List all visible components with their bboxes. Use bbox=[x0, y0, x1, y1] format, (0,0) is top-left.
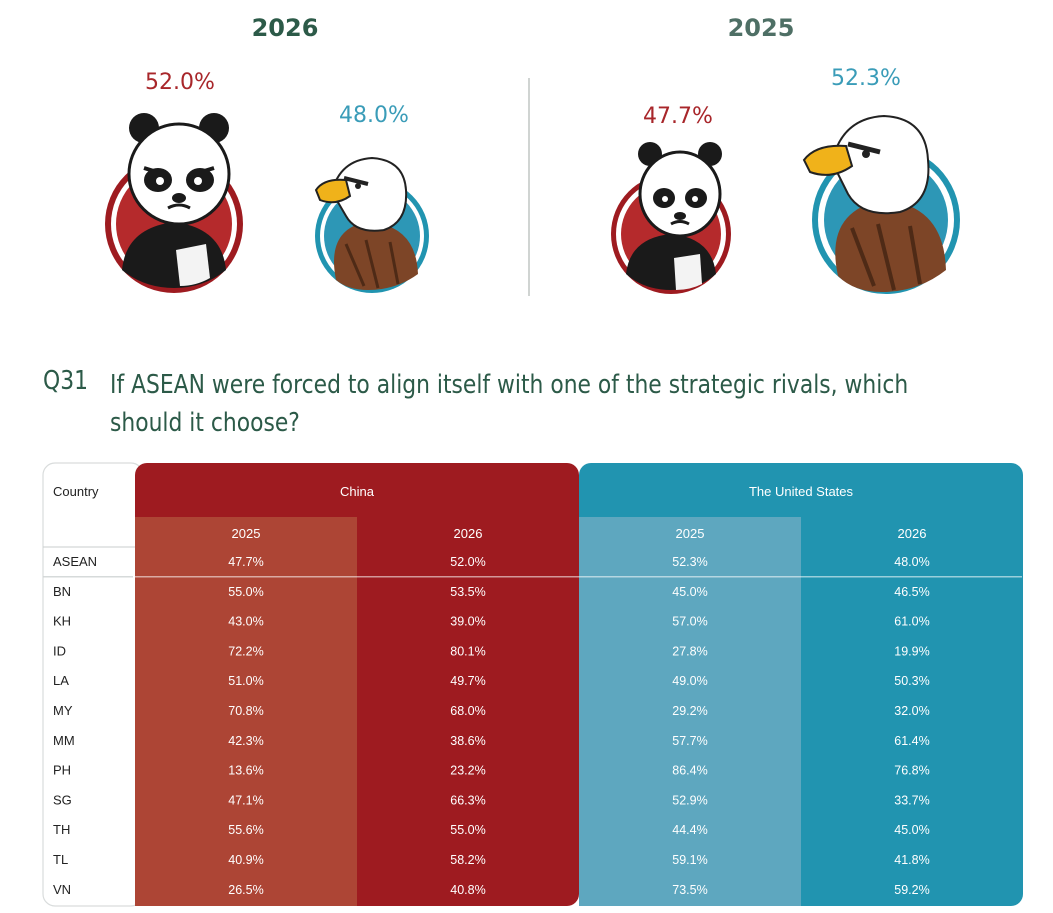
country-label: TH bbox=[53, 822, 70, 837]
table-cell: 57.7% bbox=[672, 734, 707, 748]
table-cell: 32.0% bbox=[894, 704, 929, 718]
eagle-icon bbox=[802, 114, 960, 294]
table-cell: 40.9% bbox=[228, 853, 263, 867]
table-cell: 80.1% bbox=[450, 644, 485, 658]
us-share-2025: 52.3% bbox=[831, 66, 901, 91]
panda-icon bbox=[611, 142, 731, 294]
country-label: ASEAN bbox=[53, 554, 97, 569]
table-cell: 61.4% bbox=[894, 734, 929, 748]
table-cell: 76.8% bbox=[894, 764, 929, 778]
table-cell: 44.4% bbox=[672, 823, 707, 837]
year-header-0-0: 2025 bbox=[232, 526, 261, 541]
table-cell: 39.0% bbox=[450, 615, 485, 629]
table-cell: 42.3% bbox=[228, 734, 263, 748]
table-cell: 23.2% bbox=[450, 764, 485, 778]
table-cell: 59.1% bbox=[672, 853, 707, 867]
country-label: VN bbox=[53, 882, 71, 897]
table-cell: 57.0% bbox=[672, 615, 707, 629]
table-cell: 49.0% bbox=[672, 674, 707, 688]
table-cell: 49.7% bbox=[450, 674, 485, 688]
eagle-icon bbox=[314, 156, 429, 293]
year-column-light-1 bbox=[579, 517, 801, 896]
country-label: SG bbox=[53, 792, 72, 807]
country-label: LA bbox=[53, 673, 69, 688]
year-column-light-foot-0 bbox=[135, 894, 357, 906]
table-cell: 86.4% bbox=[672, 764, 707, 778]
table-cell: 68.0% bbox=[450, 704, 485, 718]
table-cell: 55.0% bbox=[228, 585, 263, 599]
table-cell: 43.0% bbox=[228, 615, 263, 629]
group-header-0: China bbox=[340, 484, 375, 499]
country-label: ID bbox=[53, 643, 66, 658]
question-line-1: If ASEAN were forced to align itself wit… bbox=[110, 370, 909, 400]
table-cell: 73.5% bbox=[672, 883, 707, 897]
question-line-2: should it choose? bbox=[110, 408, 300, 438]
china-share-2026: 52.0% bbox=[145, 70, 215, 95]
country-label: KH bbox=[53, 614, 71, 629]
table-cell: 59.2% bbox=[894, 883, 929, 897]
table-cell: 48.0% bbox=[894, 555, 929, 569]
table-cell: 41.8% bbox=[894, 853, 929, 867]
table-cell: 50.3% bbox=[894, 674, 929, 688]
table-cell: 27.8% bbox=[672, 644, 707, 658]
table-cell: 52.3% bbox=[672, 555, 707, 569]
table-cell: 46.5% bbox=[894, 585, 929, 599]
table-cell: 72.2% bbox=[228, 644, 263, 658]
country-label: MY bbox=[53, 703, 73, 718]
country-label: MM bbox=[53, 733, 75, 748]
table-cell: 33.7% bbox=[894, 793, 929, 807]
table-cell: 55.0% bbox=[450, 823, 485, 837]
country-label: TL bbox=[53, 852, 68, 867]
table-cell: 29.2% bbox=[672, 704, 707, 718]
year-heading-2025: 2025 bbox=[727, 14, 795, 42]
question-number: Q31 bbox=[43, 366, 88, 396]
year-header-0-1: 2026 bbox=[454, 526, 483, 541]
table-cell: 38.6% bbox=[450, 734, 485, 748]
table-cell: 58.2% bbox=[450, 853, 485, 867]
table-cell: 47.1% bbox=[228, 793, 263, 807]
panel-divider bbox=[528, 78, 530, 296]
table-cell: 51.0% bbox=[228, 674, 263, 688]
country-header: Country bbox=[53, 484, 99, 499]
panda-icon bbox=[105, 113, 243, 293]
table-cell: 45.0% bbox=[672, 585, 707, 599]
year-header-1-0: 2025 bbox=[676, 526, 705, 541]
table-cell: 19.9% bbox=[894, 644, 929, 658]
table-cell: 53.5% bbox=[450, 585, 485, 599]
table-cell: 70.8% bbox=[228, 704, 263, 718]
year-heading-2026: 2026 bbox=[251, 14, 319, 42]
us-share-2026: 48.0% bbox=[339, 103, 409, 128]
table-cell: 47.7% bbox=[228, 555, 263, 569]
china-share-2025: 47.7% bbox=[643, 104, 713, 129]
table-cell: 66.3% bbox=[450, 793, 485, 807]
table-cell: 52.9% bbox=[672, 793, 707, 807]
table-cell: 40.8% bbox=[450, 883, 485, 897]
table-cell: 55.6% bbox=[228, 823, 263, 837]
table-cell: 61.0% bbox=[894, 615, 929, 629]
group-header-1: The United States bbox=[749, 484, 854, 499]
table-cell: 52.0% bbox=[450, 555, 485, 569]
year-column-light-foot-1 bbox=[579, 894, 801, 906]
year-column-light-0 bbox=[135, 517, 357, 896]
table-cell: 45.0% bbox=[894, 823, 929, 837]
question-text: If ASEAN were forced to align itself wit… bbox=[110, 366, 1034, 442]
table-cell: 26.5% bbox=[228, 883, 263, 897]
country-label: PH bbox=[53, 763, 71, 778]
year-header-1-1: 2026 bbox=[898, 526, 927, 541]
country-label: BN bbox=[53, 584, 71, 599]
table-cell: 13.6% bbox=[228, 764, 263, 778]
